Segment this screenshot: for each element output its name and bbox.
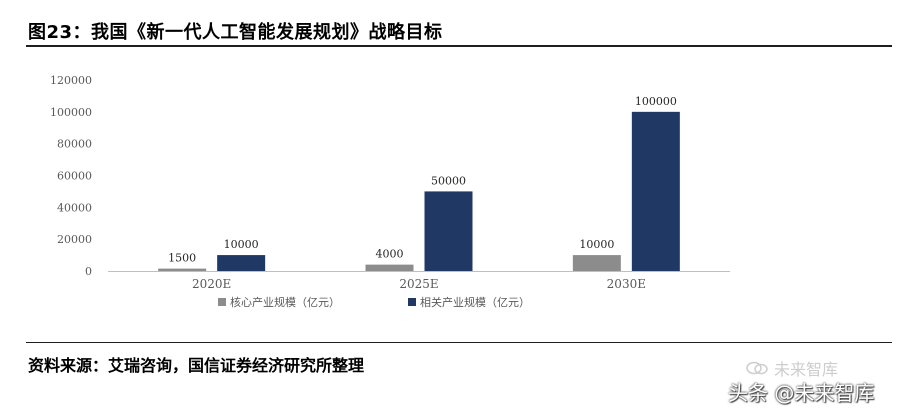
watermark-top-text: 未来智库 <box>774 360 839 379</box>
y-tick-label: 0 <box>85 265 92 278</box>
wechat-icon <box>746 361 768 375</box>
bar-related <box>631 111 680 271</box>
source-divider <box>26 342 892 343</box>
bar-related <box>217 255 266 271</box>
bar-chart: 0 20000 40000 60000 80000 100000 120000 1500 100… <box>50 74 730 309</box>
data-label: 10000 <box>224 238 259 251</box>
y-tick-label: 100000 <box>50 106 92 119</box>
legend-swatch-core <box>218 298 226 306</box>
legend-label-related: 相关产业规模（亿元） <box>420 295 530 309</box>
legend-label-core: 核心产业规模（亿元） <box>230 295 340 309</box>
x-tick-label: 2030E <box>607 277 646 291</box>
y-tick-label: 120000 <box>50 74 92 87</box>
bar-core <box>158 268 207 271</box>
y-tick-label: 40000 <box>57 201 92 214</box>
source-note: 资料来源：艾瑞咨询，国信证券经济研究所整理 <box>28 356 365 375</box>
title-divider <box>26 45 892 47</box>
data-label: 1500 <box>168 252 196 265</box>
x-tick-label: 2020E <box>192 277 231 291</box>
data-label: 10000 <box>579 238 614 251</box>
data-label: 50000 <box>431 174 466 187</box>
chart-title: 图23：我国《新一代人工智能发展规划》战略目标 <box>28 22 443 43</box>
data-label: 100000 <box>635 95 677 108</box>
watermark-top: 未来智库 <box>746 356 838 380</box>
bar-core <box>572 255 621 271</box>
watermark-bottom: 头条 @未来智库 <box>728 381 875 405</box>
x-tick-label: 2025E <box>399 277 438 291</box>
y-tick-label: 80000 <box>57 138 92 151</box>
y-tick-label: 20000 <box>57 233 92 246</box>
bar-related <box>424 191 473 271</box>
data-label: 4000 <box>376 248 404 261</box>
y-tick-label: 60000 <box>57 170 92 183</box>
legend-swatch-related <box>408 298 416 306</box>
bar-core <box>365 264 414 271</box>
